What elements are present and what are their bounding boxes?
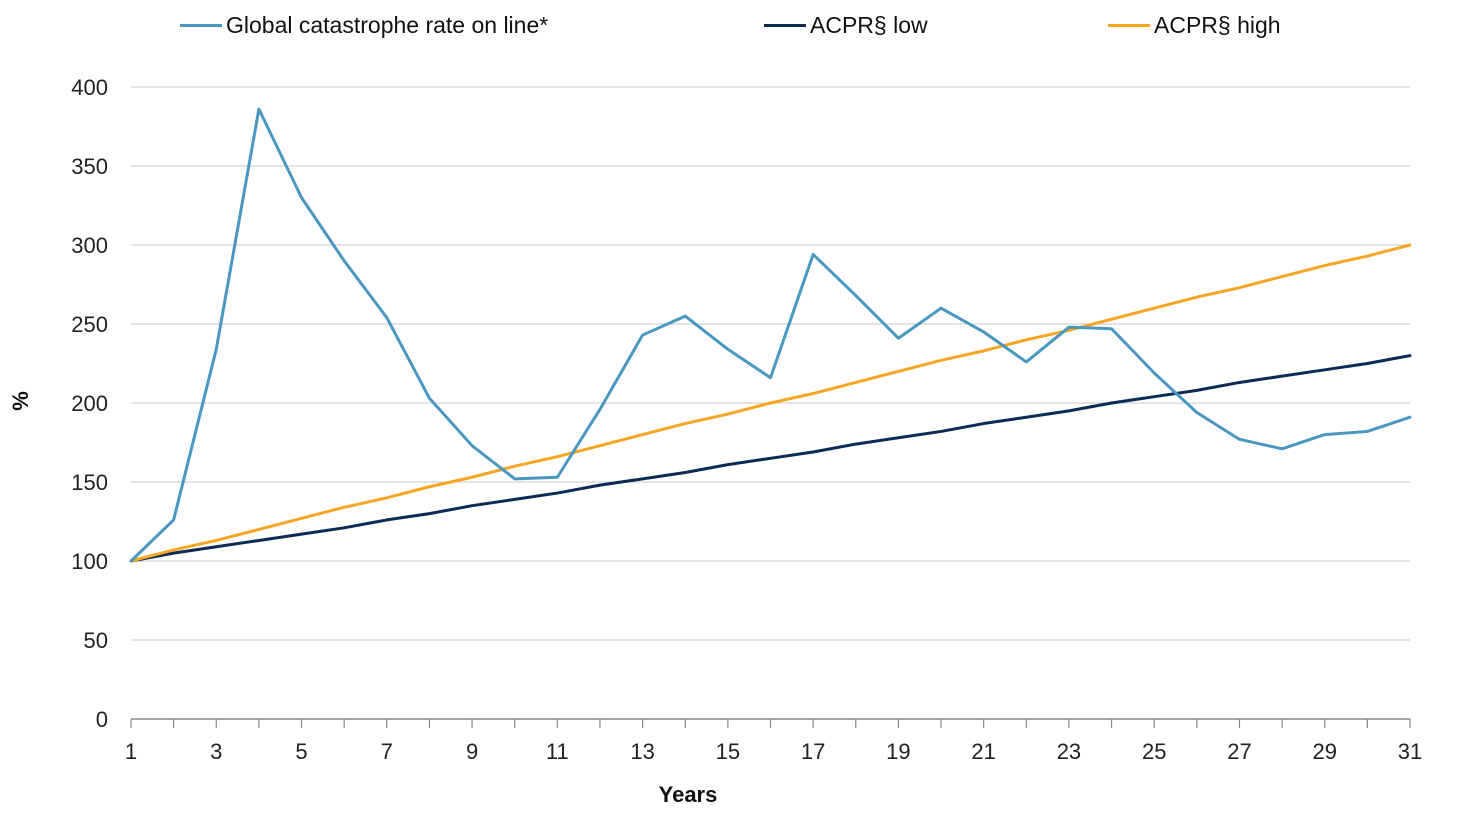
legend-item-2: ACPR§ high	[1108, 8, 1281, 42]
legend-label-2: ACPR§ high	[1154, 11, 1281, 38]
x-tick-label: 11	[546, 739, 569, 764]
x-tick-label: 5	[295, 739, 307, 764]
x-tick-label: 7	[381, 739, 393, 764]
x-axis: 1 3 5 7 9 11 13 15 17 19 21 23 25 27 29 31	[125, 718, 1422, 764]
x-tick-label: 25	[1142, 739, 1166, 764]
series-lines	[129, 107, 1412, 563]
legend-item-1: ACPR§ low	[764, 8, 928, 42]
legend-swatch-2	[1108, 23, 1150, 27]
y-tick-label: 150	[71, 470, 108, 495]
series-line-0	[129, 107, 1412, 563]
x-tick-label: 21	[971, 739, 995, 764]
x-tick-label: 29	[1312, 739, 1336, 764]
legend-label-1: ACPR§ low	[810, 11, 928, 38]
x-tick-label: 27	[1227, 739, 1251, 764]
legend-item-0: Global catastrophe rate on line*	[180, 8, 548, 42]
x-tick-label: 3	[210, 739, 222, 764]
x-tick-label: 15	[716, 739, 740, 764]
x-tick-label: 31	[1398, 739, 1422, 764]
y-tick-label: 0	[96, 707, 108, 732]
y-tick-label: 50	[84, 628, 108, 653]
legend-label-0: Global catastrophe rate on line*	[226, 11, 549, 38]
x-tick-label: 17	[801, 739, 825, 764]
y-axis-title: %	[8, 391, 33, 411]
series-line-1	[129, 354, 1412, 563]
y-tick-label: 200	[71, 391, 108, 416]
legend: Global catastrophe rate on line* ACPR§ l…	[0, 8, 1457, 42]
y-tick-label: 300	[71, 233, 108, 258]
x-tick-label: 1	[125, 739, 137, 764]
series-line-2	[129, 243, 1412, 563]
grid-lines	[131, 86, 1410, 641]
legend-swatch-0	[180, 23, 222, 27]
y-tick-label: 400	[71, 75, 108, 100]
x-tick-label: 13	[630, 739, 654, 764]
x-tick-label: 23	[1057, 739, 1081, 764]
y-tick-label: 250	[71, 312, 108, 337]
x-tick-label: 19	[886, 739, 910, 764]
legend-swatch-1	[764, 23, 806, 27]
y-axis: 0 50 100 150 200 250 300 350 400	[71, 75, 108, 732]
y-tick-label: 350	[71, 154, 108, 179]
x-axis-title: Years	[658, 782, 718, 807]
y-tick-label: 100	[71, 549, 108, 574]
x-tick-label: 9	[466, 739, 478, 764]
